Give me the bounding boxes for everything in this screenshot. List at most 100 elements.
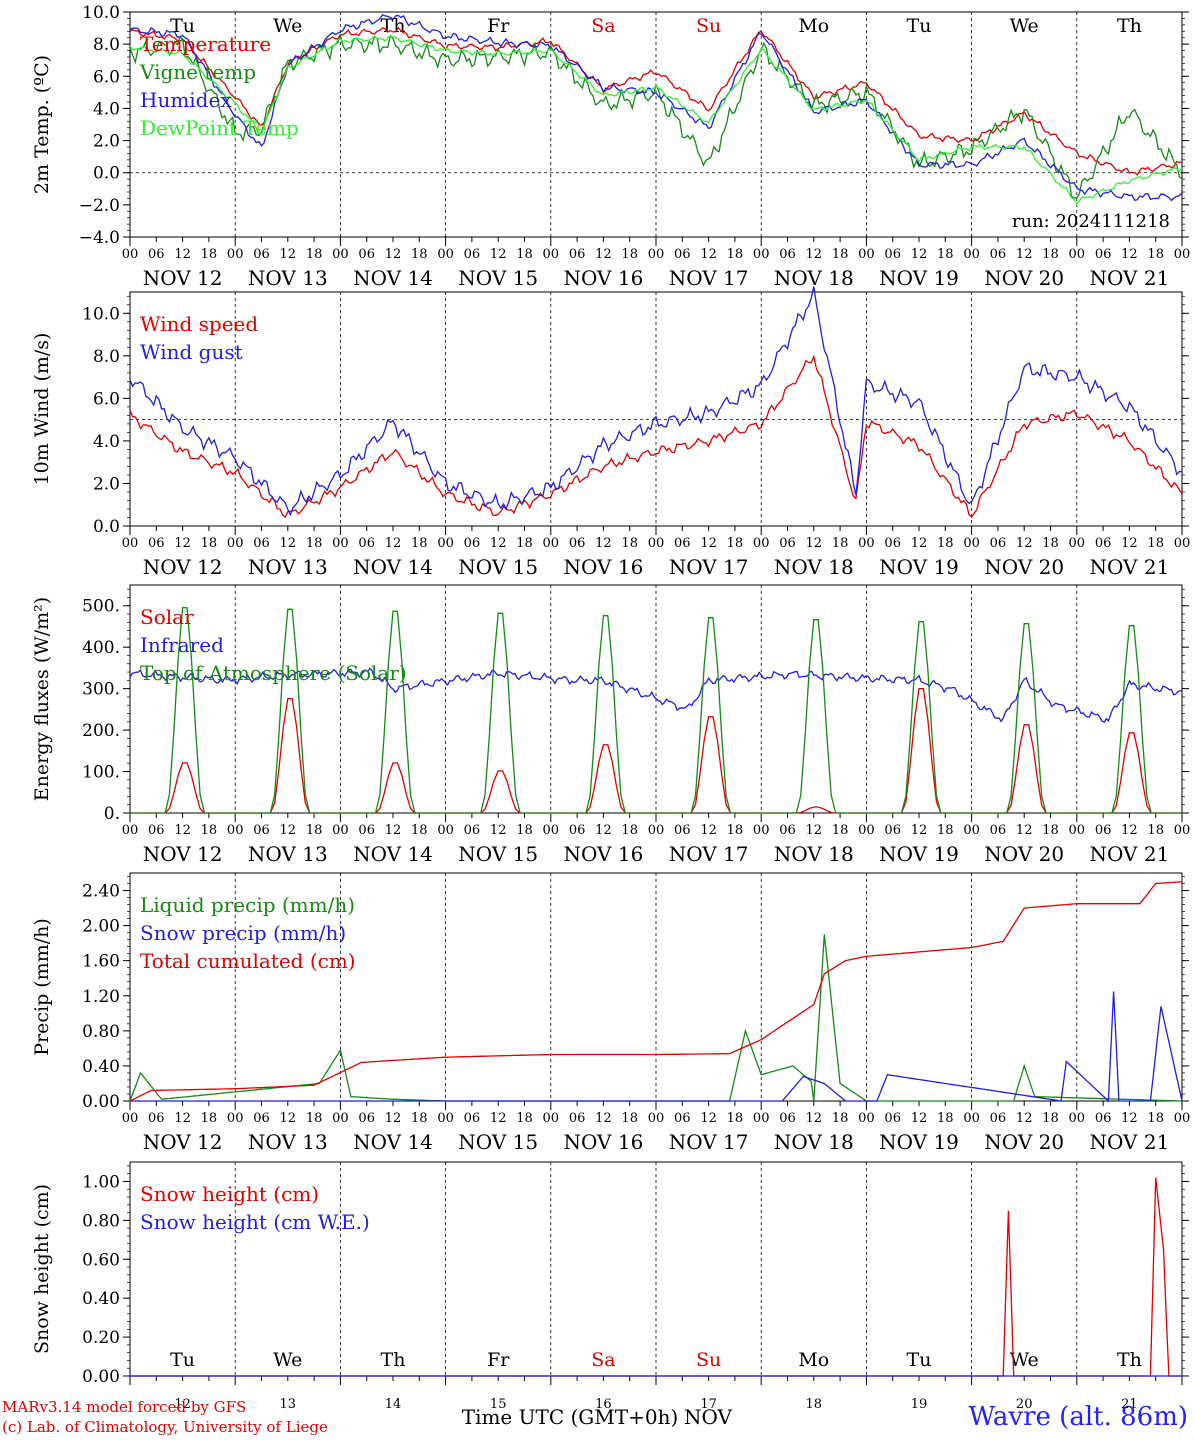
hour-tick-label: 18	[1147, 247, 1164, 262]
y-tick-label: 0.00	[82, 1367, 120, 1387]
y-tick-label: 500.	[82, 597, 120, 617]
day-label: NOV 20	[984, 555, 1064, 579]
hour-tick-label: 12	[1016, 823, 1033, 838]
day-label: NOV 13	[248, 842, 328, 866]
hour-tick-label: 12	[1016, 247, 1033, 262]
legend-entry: Wind gust	[140, 340, 243, 364]
hour-tick-label: 00	[227, 247, 244, 262]
hour-tick-label: 12	[700, 1111, 717, 1126]
hour-tick-label: 12	[174, 1111, 191, 1126]
y-tick-label: 200.	[82, 721, 120, 741]
hour-tick-label: 18	[201, 1111, 218, 1126]
hour-tick-label: 00	[858, 247, 875, 262]
hour-tick-label: 12	[1121, 823, 1138, 838]
chart-panel-2: 10.0 8.0 6.0 4.0 2.0 0.0 10m Wind (m/s) 00 06 12 1…	[31, 286, 1190, 579]
day-label: NOV 16	[564, 266, 644, 290]
hour-tick-label: 18	[937, 823, 954, 838]
y-axis-label: 10m Wind (m/s)	[31, 333, 53, 486]
hour-tick-label: 12	[911, 247, 928, 262]
hour-tick-label: 06	[674, 247, 691, 262]
hour-tick-label: 00	[437, 1111, 454, 1126]
hour-tick-label: 12	[280, 1111, 297, 1126]
hour-tick-label: 18	[411, 1111, 428, 1126]
hour-tick-label: 06	[464, 823, 481, 838]
day-label: NOV 15	[458, 842, 538, 866]
hour-tick-label: 18	[201, 247, 218, 262]
hour-tick-label: 06	[884, 536, 901, 551]
hour-tick-label: 12	[1121, 536, 1138, 551]
series-line-snow-precip-mm-h-	[130, 991, 1183, 1103]
hour-tick-label: 06	[358, 247, 375, 262]
hour-tick-label: 18	[306, 247, 323, 262]
hour-tick-label: 00	[963, 823, 980, 838]
day-label: NOV 14	[353, 555, 433, 579]
hour-tick-label: 18	[937, 1111, 954, 1126]
hour-tick-label: 00	[858, 823, 875, 838]
legend-entry: Top of Atmosphere (Solar)	[140, 661, 407, 685]
hour-tick-label: 18	[832, 536, 849, 551]
legend-entry: Vigne temp	[139, 60, 256, 84]
weekday-label: Th	[1117, 1349, 1142, 1371]
hour-tick-label: 06	[884, 247, 901, 262]
day-label: NOV 14	[353, 266, 433, 290]
day-label: NOV 14	[353, 1130, 433, 1154]
hour-tick-label: 06	[674, 823, 691, 838]
hour-tick-label: 12	[490, 247, 507, 262]
day-label: 16	[595, 1397, 612, 1412]
day-label: NOV 21	[1090, 842, 1170, 866]
series-line-dewpoint-temp	[129, 34, 1183, 206]
hour-tick-label: 06	[990, 247, 1007, 262]
hour-tick-label: 12	[911, 536, 928, 551]
hour-tick-label: 00	[753, 247, 770, 262]
day-label: NOV 16	[564, 555, 644, 579]
hour-tick-label: 06	[779, 1111, 796, 1126]
hour-tick-label: 00	[858, 536, 875, 551]
hour-tick-label: 00	[648, 247, 665, 262]
hour-tick-label: 12	[174, 536, 191, 551]
day-label: 12	[174, 1397, 191, 1412]
hour-tick-label: 12	[595, 247, 612, 262]
day-label: NOV 12	[143, 266, 223, 290]
hour-tick-label: 18	[411, 823, 428, 838]
hour-tick-label: 06	[569, 247, 586, 262]
day-label: NOV 15	[458, 266, 538, 290]
day-label: NOV 18	[774, 555, 854, 579]
hour-tick-label: 12	[1121, 1111, 1138, 1126]
weekday-label: We	[273, 15, 302, 37]
hour-tick-label: 06	[779, 536, 796, 551]
hour-tick-label: 00	[332, 823, 349, 838]
hour-tick-label: 12	[490, 1111, 507, 1126]
y-tick-label: 0.40	[82, 1057, 120, 1077]
hour-tick-label: 06	[990, 536, 1007, 551]
day-label: 21	[1121, 1397, 1138, 1412]
hour-tick-label: 06	[358, 536, 375, 551]
weekday-label: Su	[696, 15, 721, 37]
hour-tick-label: 12	[595, 823, 612, 838]
day-label: NOV 15	[458, 1130, 538, 1154]
chart-panel-1: 10.0 8.0 6.0 4.0 2.0 0.0 −2.0 −4.0 2m Temp. (ºC)…	[31, 3, 1190, 290]
y-tick-label: 1.20	[82, 987, 120, 1007]
weekday-label: Mo	[798, 15, 829, 37]
y-tick-label: 0.00	[82, 1092, 120, 1112]
hour-tick-label: 00	[858, 1111, 875, 1126]
day-label: NOV 20	[984, 266, 1064, 290]
hour-tick-label: 18	[832, 247, 849, 262]
series-line-wind-gust	[129, 286, 1183, 517]
hour-tick-label: 06	[253, 823, 270, 838]
hour-tick-label: 06	[358, 823, 375, 838]
hour-tick-label: 18	[1147, 536, 1164, 551]
hour-tick-label: 00	[227, 536, 244, 551]
hour-tick-label: 12	[1016, 536, 1033, 551]
hour-tick-label: 06	[1095, 247, 1112, 262]
day-label: NOV 18	[774, 842, 854, 866]
hour-tick-label: 06	[253, 1111, 270, 1126]
weekday-label: Tu	[907, 1349, 932, 1371]
legend-entry: Humidex	[140, 88, 232, 112]
y-tick-label: 0.80	[82, 1022, 120, 1042]
series-line-vigne-temp	[129, 32, 1183, 199]
hour-tick-label: 12	[806, 536, 823, 551]
hour-tick-label: 18	[306, 823, 323, 838]
hour-tick-label: 06	[884, 1111, 901, 1126]
x-axis-title: Time UTC (GMT+0h)	[462, 1405, 679, 1429]
hour-tick-label: 12	[174, 247, 191, 262]
